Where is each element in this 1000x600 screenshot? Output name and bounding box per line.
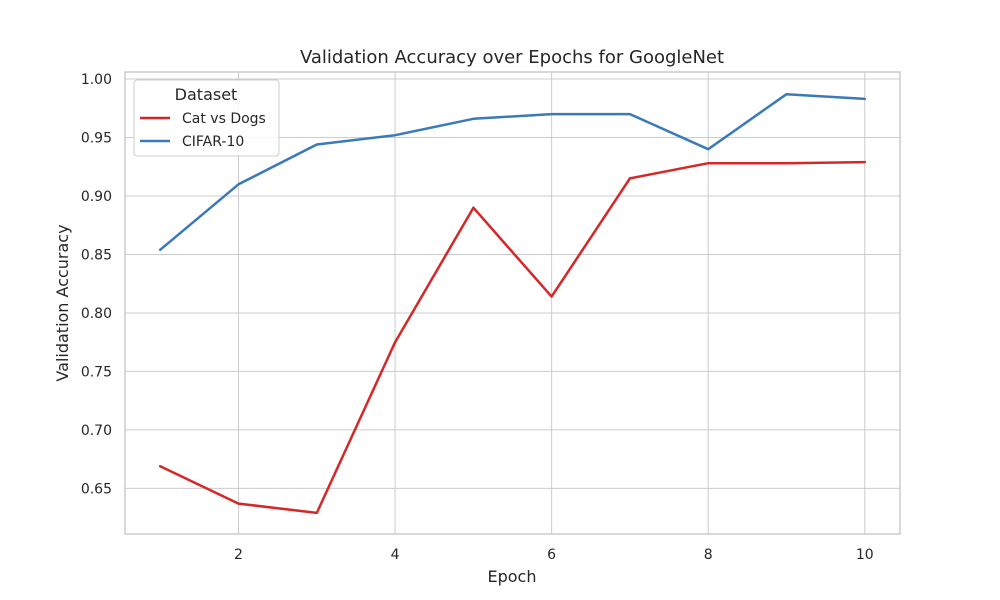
legend-title: Dataset xyxy=(175,85,238,104)
y-tick-label: 0.95 xyxy=(81,130,112,146)
plot-frame xyxy=(124,71,901,535)
x-tick-label: 8 xyxy=(704,547,713,563)
x-tick-label: 2 xyxy=(234,547,243,563)
y-tick-label: 0.75 xyxy=(81,364,112,380)
x-tick-label: 6 xyxy=(547,547,556,563)
x-tick-label: 10 xyxy=(856,547,874,563)
y-axis-label: Validation Accuracy xyxy=(53,224,72,381)
y-tick-label: 0.85 xyxy=(81,247,112,263)
legend-label-cat-vs-dogs: Cat vs Dogs xyxy=(182,111,266,127)
y-tick-label: 0.70 xyxy=(81,423,112,439)
legend-box xyxy=(133,79,280,157)
tick-labels: 2 4 6 8 10 0.65 0.70 0.75 0.80 0.85 0.90 0.95 1.00 xyxy=(81,72,874,563)
y-tick-label: 0.80 xyxy=(81,306,112,322)
series-line-cifar-10 xyxy=(158,92,867,252)
legend: Dataset Cat vs Dogs CIFAR-10 xyxy=(133,79,280,157)
x-tick-label: 4 xyxy=(391,547,400,563)
series-line-cat-vs-dogs xyxy=(158,160,867,515)
y-tick-label: 1.00 xyxy=(81,72,112,88)
chart-title: Validation Accuracy over Epochs for Goog… xyxy=(300,47,724,68)
y-tick-label: 0.65 xyxy=(81,481,112,497)
series-layer xyxy=(158,92,867,515)
x-axis-label: Epoch xyxy=(488,567,537,586)
y-tick-label: 0.90 xyxy=(81,189,112,205)
legend-label-cifar-10: CIFAR-10 xyxy=(182,134,244,150)
